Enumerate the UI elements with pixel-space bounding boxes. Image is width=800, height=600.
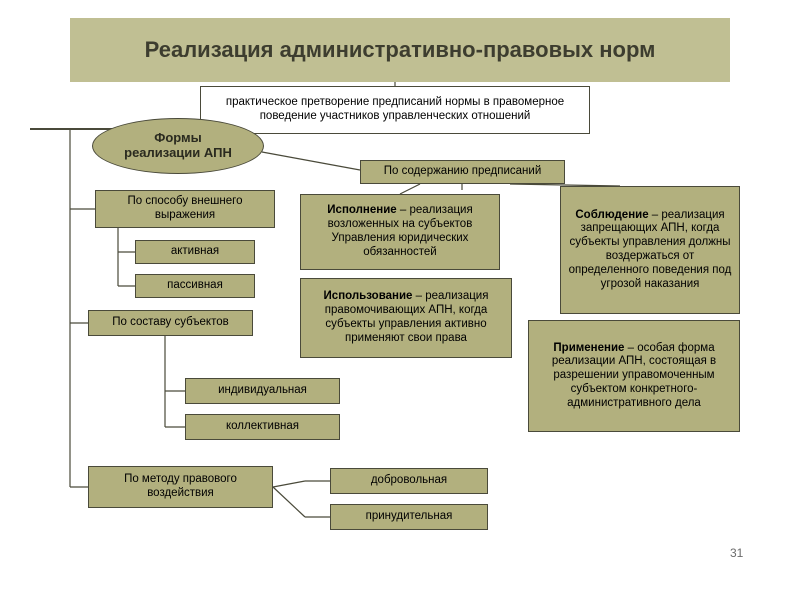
option-individual-text: индивидуальная	[218, 384, 307, 398]
definition-text: практическое претворение предписаний нор…	[207, 96, 583, 124]
forms-ellipse: Формы реализации АПН	[92, 118, 264, 174]
definition-box: практическое претворение предписаний нор…	[200, 86, 590, 134]
box-ispolnenie: Исполнение – реализация возложенных на с…	[300, 194, 500, 270]
option-forced-text: принудительная	[366, 510, 453, 524]
by-content-text: По содержанию предписаний	[384, 165, 542, 179]
option-active: активная	[135, 240, 255, 264]
box-sobludenie: Соблюдение – реализация запрещающих АПН,…	[560, 186, 740, 314]
option-forced: принудительная	[330, 504, 488, 530]
page-number-text: 31	[730, 546, 743, 560]
by-method-header: По методу правового воздействия	[88, 466, 273, 508]
forms-line1: Формы	[154, 130, 202, 145]
option-collective: коллективная	[185, 414, 340, 440]
option-passive-text: пассивная	[167, 279, 223, 293]
slide-title-text: Реализация административно-правовых норм	[145, 37, 656, 63]
by-expression-text: По способу внешнего выражения	[102, 195, 268, 223]
by-content-header: По содержанию предписаний	[360, 160, 565, 184]
slide-title: Реализация административно-правовых норм	[70, 18, 730, 82]
option-individual: индивидуальная	[185, 378, 340, 404]
label-ispolzovanie: Использование	[324, 290, 413, 302]
by-subjects-header: По составу субъектов	[88, 310, 253, 336]
by-method-text: По методу правового воздействия	[95, 473, 266, 501]
by-expression-header: По способу внешнего выражения	[95, 190, 275, 228]
option-voluntary: добровольная	[330, 468, 488, 494]
option-voluntary-text: добровольная	[371, 474, 447, 488]
forms-line2: реализации АПН	[124, 145, 232, 160]
box-ispolzovanie: Использование – реализация правомочивающ…	[300, 278, 512, 358]
label-sobludenie: Соблюдение	[575, 209, 648, 221]
option-passive: пассивная	[135, 274, 255, 298]
option-active-text: активная	[171, 245, 219, 259]
by-subjects-text: По составу субъектов	[112, 316, 228, 330]
box-primenenie: Применение – особая форма реализации АПН…	[528, 320, 740, 432]
label-primenenie: Применение	[553, 342, 624, 354]
label-ispolnenie: Исполнение	[327, 204, 396, 216]
option-collective-text: коллективная	[226, 420, 299, 434]
page-number: 31	[730, 546, 743, 560]
